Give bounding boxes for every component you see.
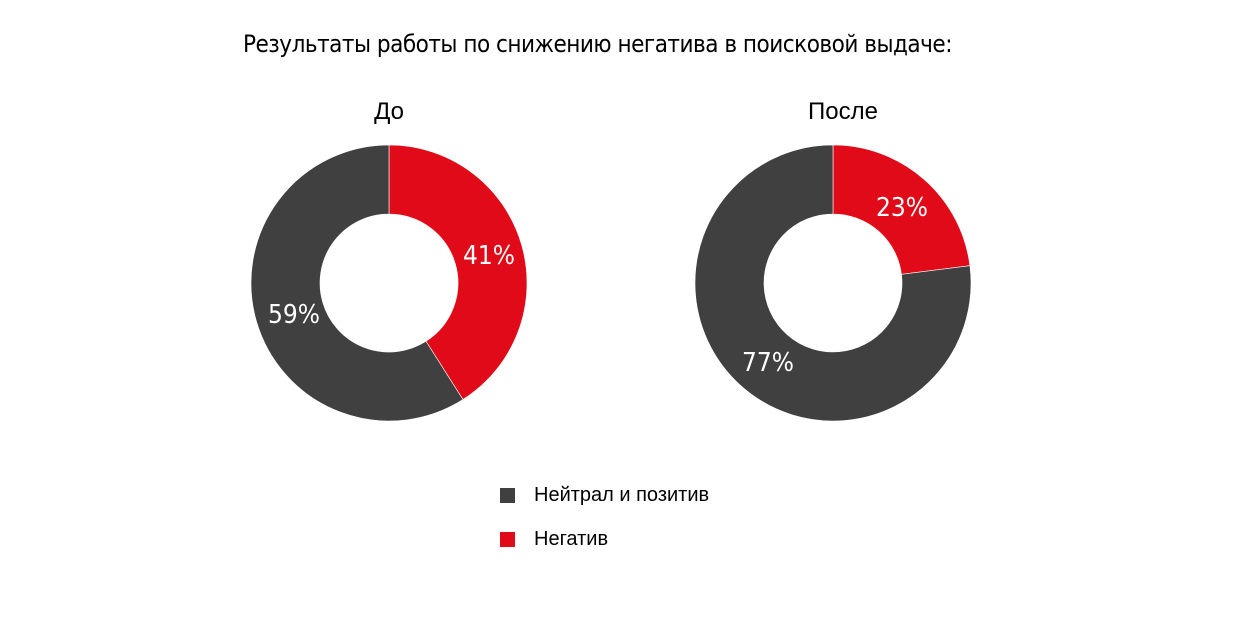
donut-segment-negative [832,144,971,275]
donut-before [250,144,528,422]
legend-label-neutral: Нейтрал и позитив [534,483,710,506]
legend: Нейтрал и позитив Негатив [500,484,709,572]
donut-after [694,144,972,422]
chart-after-title: После [808,98,878,125]
chart-before-title: До [374,98,404,125]
legend-swatch-neutral [500,487,515,503]
legend-item-neutral: Нейтрал и позитив [500,484,709,506]
legend-swatch-negative [500,531,515,547]
label-after-negative: 23% [876,193,928,223]
label-after-neutral: 77% [742,348,794,378]
donut-segment-neutral [694,144,972,422]
label-before-neutral: 59% [268,300,320,330]
legend-label-negative: Негатив [534,527,609,550]
label-before-negative: 41% [463,241,515,271]
donut-segment-neutral [250,144,464,422]
donut-segment-negative [388,144,528,400]
chart-title: Результаты работы по снижению негатива в… [243,30,953,58]
legend-item-negative: Негатив [500,528,709,550]
